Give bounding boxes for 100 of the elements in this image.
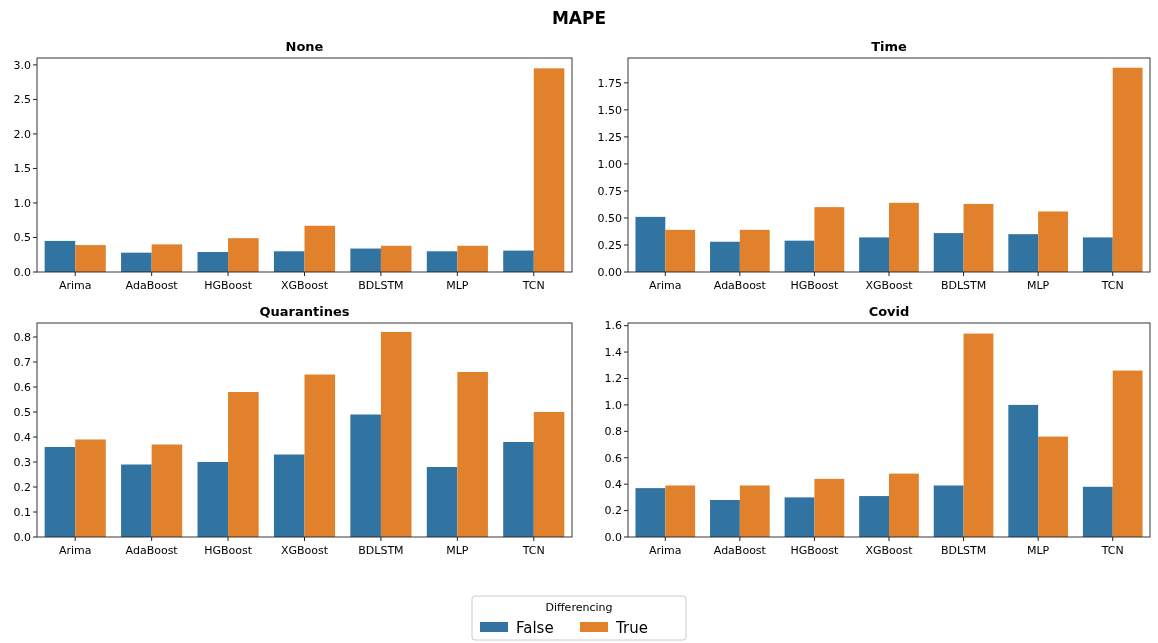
x-tick-label: XGBoost [865,279,914,292]
bar [350,248,381,272]
y-tick-label: 0.5 [13,231,31,245]
bar [426,467,458,537]
bar [273,454,305,537]
bar [739,229,770,272]
x-tick-label: MLP [446,279,469,292]
bar [963,203,994,272]
bar [44,447,76,537]
bar [1112,67,1143,272]
x-tick-label: AdaBoost [713,279,767,292]
y-tick-label: 2.5 [13,93,31,107]
y-tick-label: 0.2 [604,504,622,518]
bar [75,245,106,272]
bar [75,439,106,537]
y-tick-label: 0.50 [597,211,622,225]
chart-title: Quarantines [259,304,350,319]
bar [533,68,565,272]
y-tick-label: 1.0 [604,398,622,412]
x-tick-label: HGBoost [790,279,840,292]
y-tick-label: 1.25 [597,130,622,144]
x-tick-label: TCN [521,279,545,292]
chart-title: Time [871,39,908,54]
y-tick-label: 3.0 [13,58,31,72]
x-tick-label: BDLSTM [358,279,404,292]
bar [889,202,919,272]
y-tick-label: 0.00 [597,265,622,279]
y-tick-label: 0.6 [604,451,622,465]
bar [151,244,183,272]
legend-label: True [615,619,648,637]
bar [44,240,76,272]
y-tick-label: 1.2 [604,372,622,386]
bar [273,251,305,272]
bar [197,462,229,537]
bar [1082,237,1113,272]
y-tick-label: 0.75 [597,184,622,198]
bar [228,392,259,537]
bar [889,473,919,537]
bar [784,240,815,272]
y-tick-label: 0.4 [604,478,622,492]
y-tick-label: 0.8 [604,425,622,439]
bar [304,225,336,272]
bar [963,333,994,537]
x-tick-label: Arima [649,279,682,292]
y-tick-label: 0.7 [13,355,31,369]
bar [933,485,964,537]
y-tick-label: 1.50 [597,103,622,117]
bar [710,500,740,537]
bar [1038,436,1068,537]
y-tick-label: 1.6 [604,319,622,333]
bar [304,374,336,537]
x-tick-label: AdaBoost [125,279,179,292]
y-tick-label: 1.00 [597,157,622,171]
bar [665,485,696,537]
x-tick-label: XGBoost [280,279,329,292]
bar [933,233,964,272]
x-tick-label: BDLSTM [940,544,987,557]
bar [457,372,488,537]
x-tick-label: BDLSTM [940,279,987,292]
bar [814,207,845,272]
x-tick-label: XGBoost [865,544,914,557]
bar [1112,370,1143,537]
bar [151,444,183,537]
bar [350,414,381,537]
x-tick-label: TCN [1100,279,1124,292]
x-tick-label: MLP [1027,279,1050,292]
bar [426,251,458,272]
x-tick-label: BDLSTM [358,544,404,557]
x-tick-label: XGBoost [280,544,329,557]
legend-label: False [516,619,554,637]
y-tick-label: 0.6 [13,380,31,394]
x-tick-label: HGBoost [204,279,253,292]
y-tick-label: 0.25 [597,238,622,252]
y-tick-label: 1.5 [13,162,31,176]
bar [1008,404,1039,537]
x-tick-label: HGBoost [790,544,840,557]
y-tick-label: 0.0 [13,530,31,544]
bar [380,332,412,537]
bar [503,250,534,272]
bar [665,229,696,272]
y-tick-label: 0.4 [13,430,31,444]
x-tick-label: AdaBoost [713,544,767,557]
text: MAPE [551,8,607,28]
bar [814,478,845,537]
bar [859,496,889,537]
bar [533,412,565,537]
y-tick-label: 1.75 [597,76,622,90]
bar [739,485,770,537]
x-tick-label: TCN [521,544,545,557]
bar [228,238,259,272]
x-tick-label: TCN [1100,544,1124,557]
x-tick-label: AdaBoost [125,544,179,557]
bar [380,245,412,272]
bar [1038,211,1068,272]
bar [635,488,666,537]
y-tick-label: 0.2 [13,480,31,494]
x-tick-label: Arima [58,279,92,292]
y-tick-label: 0.5 [13,405,31,419]
x-tick-label: MLP [446,544,469,557]
chart-title: Covid [868,304,910,319]
